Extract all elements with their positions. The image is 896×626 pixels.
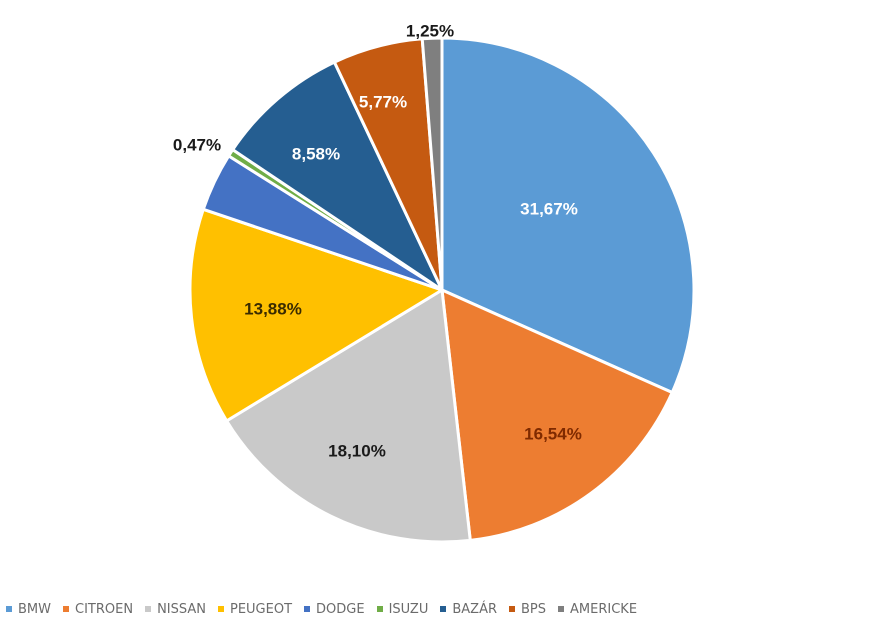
legend-label: ISUZU [388,601,429,617]
legend-label: BMW [18,601,51,617]
pie-chart-svg: 31,67% 16,54% 18,10% 13,88% 0,47% 8,58% 5,77% 1… [173,21,696,544]
data-label-americke: 1,25% [406,21,454,40]
legend-swatch [6,606,12,612]
legend-item-dodge: DODGE [304,602,365,617]
legend-swatch [440,606,447,612]
legend-label: DODGE [316,601,365,617]
pie-slice-bmw [440,36,696,395]
legend-swatch [63,606,69,612]
data-label-bmw: 31,67% [520,199,578,218]
legend-swatch [217,606,224,612]
legend-swatch [509,606,516,612]
data-label-isuzu: 0,47% [173,135,221,154]
legend-label: CITROEN [75,601,134,617]
legend-item-bps: BPS [509,602,546,617]
pie-slice-americke [420,36,444,292]
legend-item-peugeot: PEUGEOT [217,601,293,617]
pie-slice-bazár [231,60,444,292]
data-label-citroen: 16,54% [524,424,582,443]
legend-label: PEUGEOT [229,601,293,617]
legend-item-americke: AMERICKE [558,602,637,617]
legend-swatch [304,606,311,612]
legend-item-bazár: BAZÁR [440,602,497,617]
legend-label: BPS [521,601,547,617]
pie-slice-citroen [440,288,674,542]
data-label-bazár: 8,58% [292,144,340,163]
legend-item-citroen: CITROEN [63,602,133,617]
legend-swatch [145,606,152,612]
legend-label: BAZÁR [452,601,498,617]
pie-slice-nissan [225,288,472,544]
legend-item-bmw: BMW [6,602,51,617]
pie-slice-peugeot [188,207,444,423]
legend-swatch [558,606,565,612]
legend-item-nissan: NISSAN [145,602,206,617]
legend-swatch [376,606,383,612]
legend-label: AMERICKE [570,601,638,617]
legend-item-isuzu: ISUZU [376,601,429,617]
legend-label: NISSAN [157,601,206,617]
data-label-nissan: 18,10% [328,441,386,460]
data-label-peugeot: 13,88% [244,299,302,318]
data-label-bps: 5,77% [359,92,407,111]
chart-legend: BMW CITROEN NISSAN PEUGEOT DODGE ISUZU BAZÁR BP… [0,598,896,620]
